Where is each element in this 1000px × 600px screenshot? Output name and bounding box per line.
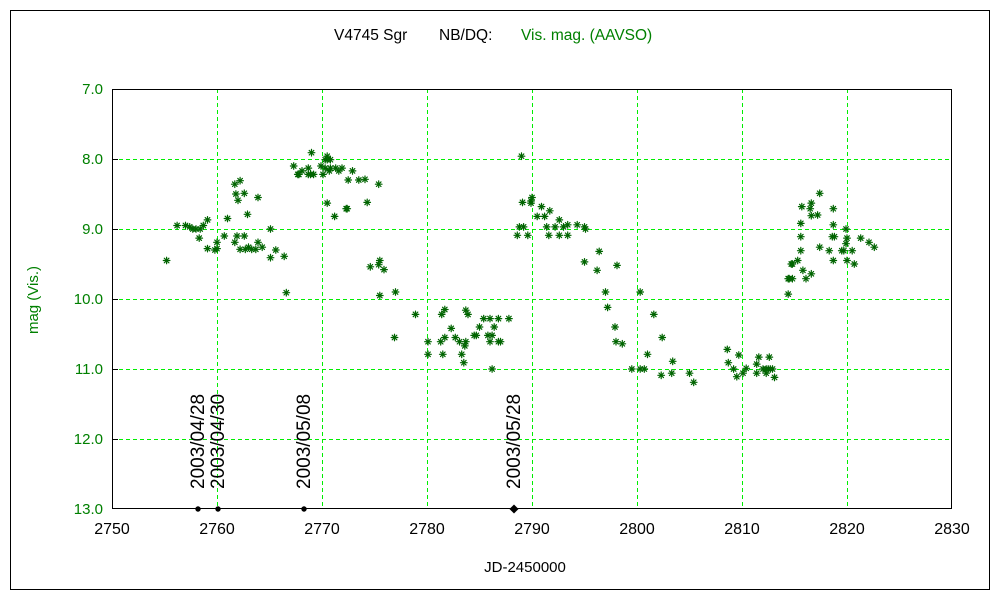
svg-text:10.0: 10.0 xyxy=(74,291,103,308)
svg-text:8.0: 8.0 xyxy=(82,151,103,168)
svg-text:mag (Vis.): mag (Vis.) xyxy=(25,266,42,334)
svg-text:2810: 2810 xyxy=(724,521,760,538)
svg-text:2790: 2790 xyxy=(514,521,550,538)
svg-text:V4745 Sgr: V4745 Sgr xyxy=(334,27,407,44)
svg-text:2003/05/28: 2003/05/28 xyxy=(504,394,525,489)
svg-text:2780: 2780 xyxy=(409,521,445,538)
svg-text:2760: 2760 xyxy=(199,521,235,538)
svg-text:11.0: 11.0 xyxy=(75,361,103,378)
svg-text:NB/DQ:: NB/DQ: xyxy=(439,27,492,44)
svg-text:12.0: 12.0 xyxy=(74,431,103,448)
svg-text:2750: 2750 xyxy=(94,521,130,538)
svg-text:2770: 2770 xyxy=(304,521,340,538)
svg-text:13.0: 13.0 xyxy=(74,501,103,518)
svg-text:2003/04/28: 2003/04/28 xyxy=(188,394,209,489)
svg-text:2820: 2820 xyxy=(829,521,865,538)
svg-text:2800: 2800 xyxy=(619,521,655,538)
svg-text:JD-2450000: JD-2450000 xyxy=(484,559,566,576)
svg-text:2003/04/30: 2003/04/30 xyxy=(208,394,229,489)
svg-text:2830: 2830 xyxy=(934,521,970,538)
svg-text:Vis. mag. (AAVSO): Vis. mag. (AAVSO) xyxy=(521,27,652,44)
svg-text:9.0: 9.0 xyxy=(82,221,103,238)
svg-text:2003/05/08: 2003/05/08 xyxy=(294,394,315,489)
svg-text:7.0: 7.0 xyxy=(82,81,103,98)
